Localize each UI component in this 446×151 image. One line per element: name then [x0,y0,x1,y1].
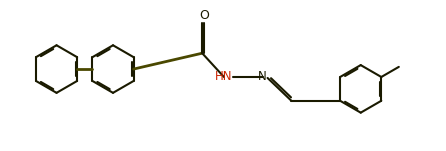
Text: HN: HN [215,71,233,84]
Text: O: O [199,10,209,22]
Text: N: N [258,71,267,84]
